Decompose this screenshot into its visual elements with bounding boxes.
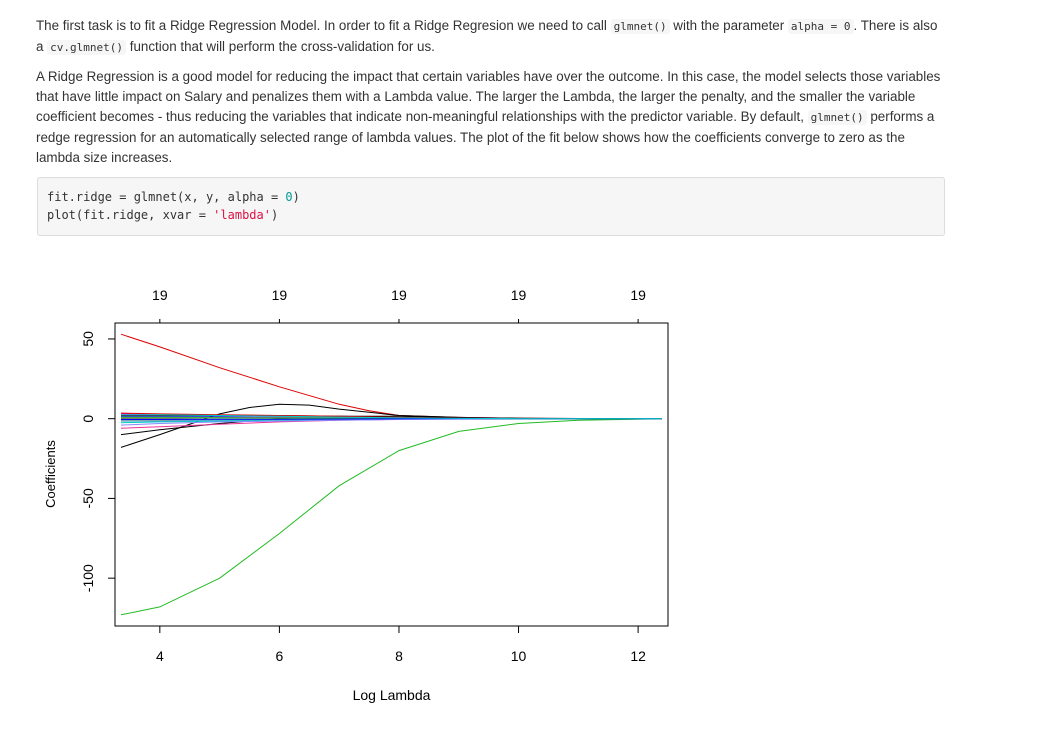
top-tick-label-4: 19: [511, 287, 527, 303]
y-tick-label--50: -50: [80, 488, 96, 508]
intro-paragraph: The first task is to fit a Ridge Regress…: [36, 16, 948, 58]
coefficient-path-1: [120, 333, 663, 420]
x-axis-label: Log Lambda: [353, 687, 431, 703]
top-tick-label-1: 19: [152, 287, 168, 303]
code-line-1-text: fit.ridge = glmnet(x, y, alpha =: [47, 190, 286, 204]
intro-text-1: The first task is to fit a Ridge Regress…: [36, 18, 611, 33]
x-tick-label-4: 4: [156, 648, 164, 664]
y-tick-label--100: -100: [80, 564, 96, 592]
code-number-literal: 0: [285, 190, 293, 204]
x-tick-label-10: 10: [511, 648, 527, 664]
code-string-literal: 'lambda': [213, 208, 271, 222]
code-line-1-close: ): [292, 190, 300, 204]
inline-code-alpha: alpha = 0: [787, 19, 854, 34]
intro-text-4: function that will perform the cross-val…: [126, 39, 435, 54]
coefficient-path-2: [120, 418, 663, 616]
article-body: The first task is to fit a Ridge Regress…: [36, 16, 948, 178]
code-line-2: plot(fit.ridge, xvar = 'lambda'): [47, 208, 278, 222]
plot-frame: [114, 322, 669, 627]
top-tick-label-3: 19: [391, 287, 407, 303]
explanation-text-1: A Ridge Regression is a good model for r…: [36, 69, 941, 124]
top-tick-label-2: 19: [272, 287, 288, 303]
y-axis-label: Coefficients: [43, 440, 58, 508]
inline-code-glmnet: glmnet(): [610, 19, 670, 34]
code-line-2-text: plot(fit.ridge, xvar =: [47, 208, 214, 222]
intro-text-2: with the parameter: [669, 18, 788, 33]
top-tick-label-5: 19: [630, 287, 646, 303]
intro-text-3: . There is also a: [36, 18, 938, 54]
code-line-2-close: ): [270, 208, 279, 222]
code-block[interactable]: fit.ridge = glmnet(x, y, alpha = 0) plot…: [37, 177, 945, 236]
inline-code-cv-glmnet: cv.glmnet(): [47, 40, 127, 55]
x-tick-label-8: 8: [395, 648, 403, 664]
coefficient-path-19: [121, 414, 662, 420]
x-tick-label-6: 6: [276, 648, 284, 664]
axes-layer: 4 6 8 10 12 50 0 -50 -100 19 19 19 19 19: [80, 287, 646, 664]
explanation-paragraph: A Ridge Regression is a good model for r…: [36, 67, 948, 168]
series-layer: [120, 333, 663, 616]
x-tick-label-12: 12: [630, 648, 646, 664]
y-tick-label-50: 50: [80, 331, 96, 347]
y-tick-label-0: 0: [80, 415, 96, 423]
inline-code-glmnet-2: glmnet(): [807, 110, 867, 125]
coefficient-path-3: [120, 403, 663, 448]
code-line-1: fit.ridge = glmnet(x, y, alpha = 0): [47, 190, 300, 204]
explanation-text-2: performs a redge regression for an autom…: [36, 109, 935, 165]
